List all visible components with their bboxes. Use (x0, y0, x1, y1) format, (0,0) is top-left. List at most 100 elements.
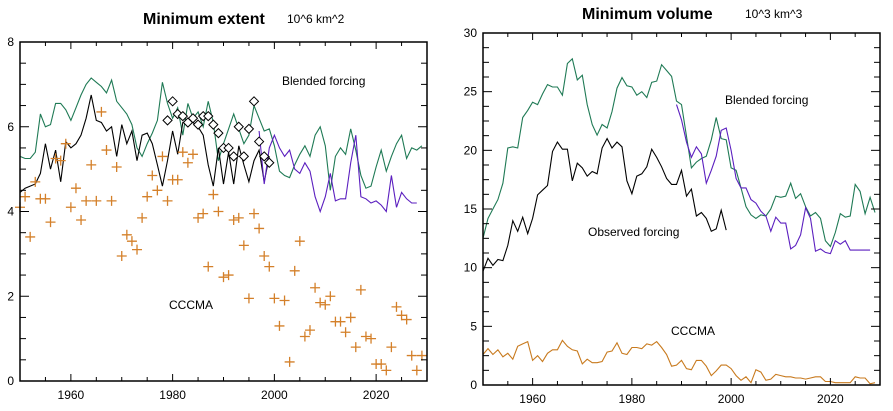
data-point-plus (299, 331, 310, 342)
annotation-blended-forcing: Blended forcing (282, 74, 365, 88)
minimum-volume-chart: Minimum volume 10^3 km^3 1960 1980 2000 202… (464, 6, 881, 406)
data-point-plus (157, 151, 168, 162)
y-tick-label: 15 (464, 202, 478, 216)
plot-area (482, 57, 876, 385)
data-point-plus (91, 195, 102, 206)
data-point-plus (213, 206, 224, 217)
data-point-diamond (213, 127, 224, 139)
data-point-plus (137, 212, 148, 223)
data-point-plus (416, 350, 427, 361)
y-tick-label: 30 (464, 26, 478, 40)
series-cccma (15, 106, 427, 376)
data-point-plus (274, 320, 285, 331)
chart-units: 10^6 km^2 (287, 12, 345, 26)
data-point-plus (294, 236, 305, 247)
data-point-plus (238, 240, 249, 251)
series-blended-forcing (19, 77, 423, 191)
data-point-diamond (233, 121, 244, 132)
data-point-plus (106, 195, 117, 206)
data-point-plus (40, 193, 51, 204)
data-point-plus (259, 250, 270, 261)
data-point-plus (65, 202, 76, 213)
y-tick-label: 0 (470, 378, 477, 392)
series-line (482, 137, 727, 272)
x-tick-label: 2000 (718, 392, 745, 406)
series-cccma (482, 339, 876, 385)
data-point-plus (391, 301, 402, 312)
axes-ticks: 1960 1980 2000 2020 0 2 4 6 8 (7, 35, 428, 402)
data-point-plus (60, 138, 71, 149)
minimum-extent-chart: Minimum extent 10^6 km^2 1960 1980 2000 202… (7, 11, 428, 402)
axes-ticks: 1960 1980 2000 2020 0 5 10 15 20 25 30 (464, 26, 881, 406)
series-observations (162, 96, 275, 168)
y-tick-label: 20 (464, 143, 478, 157)
data-point-plus (386, 342, 397, 353)
y-tick-label: 2 (7, 289, 14, 303)
data-point-plus (152, 185, 163, 196)
data-point-plus (289, 265, 300, 276)
data-point-plus (198, 208, 209, 219)
data-point-diamond (203, 110, 214, 122)
data-point-plus (96, 106, 107, 117)
data-point-plus (350, 342, 361, 353)
data-point-plus (121, 229, 132, 240)
series-line (258, 130, 417, 214)
data-point-plus (45, 217, 56, 228)
data-point-diamond (253, 136, 265, 147)
y-tick-label: 10 (464, 261, 478, 275)
data-point-plus (147, 170, 158, 181)
series-blended-forcing-projection (675, 104, 871, 255)
series-line (675, 104, 871, 255)
y-tick-label: 4 (7, 205, 14, 219)
data-point-plus (411, 365, 422, 376)
data-point-plus (269, 293, 280, 304)
data-point-plus (142, 191, 153, 202)
data-point-plus (208, 189, 219, 200)
data-point-plus (376, 359, 387, 370)
data-point-plus (50, 153, 61, 164)
data-point-plus (360, 331, 371, 342)
data-point-plus (101, 145, 112, 156)
data-point-plus (187, 149, 198, 160)
x-tick-label: 2000 (261, 388, 288, 402)
data-point-diamond (243, 123, 255, 135)
series-observed-forcing (482, 137, 727, 272)
data-point-plus (228, 214, 239, 225)
data-point-plus (30, 176, 41, 187)
data-point-plus (25, 231, 36, 242)
data-point-plus (335, 316, 346, 327)
data-point-plus (366, 333, 377, 344)
y-tick-label: 25 (464, 85, 478, 99)
data-point-diamond (162, 115, 173, 126)
data-point-plus (304, 325, 315, 336)
data-point-plus (55, 155, 66, 166)
data-point-plus (177, 147, 188, 158)
data-point-plus (254, 223, 265, 234)
y-tick-label: 5 (470, 319, 477, 333)
y-tick-label: 8 (7, 35, 14, 49)
data-point-plus (172, 174, 183, 185)
plot-frame (19, 41, 428, 382)
y-tick-label: 0 (7, 374, 14, 388)
annotation-blended-forcing: Blended forcing (725, 93, 808, 107)
data-point-plus (126, 236, 137, 247)
data-point-plus (396, 310, 407, 321)
data-point-plus (86, 159, 97, 170)
x-tick-label: 1960 (58, 388, 85, 402)
data-point-plus (162, 195, 173, 206)
data-point-plus (310, 282, 321, 293)
series-line (482, 57, 876, 248)
data-point-diamond (264, 157, 275, 168)
data-point-diamond (187, 113, 199, 124)
series-blended-forcing-projection (258, 130, 417, 214)
data-point-plus (279, 295, 290, 306)
data-point-diamond (192, 119, 204, 130)
data-point-plus (320, 299, 331, 310)
data-point-diamond (223, 142, 234, 154)
data-point-plus (193, 212, 204, 223)
chart-title: Minimum extent (143, 11, 265, 28)
data-point-plus (132, 244, 143, 255)
data-point-plus (381, 365, 392, 376)
data-point-plus (355, 284, 366, 295)
